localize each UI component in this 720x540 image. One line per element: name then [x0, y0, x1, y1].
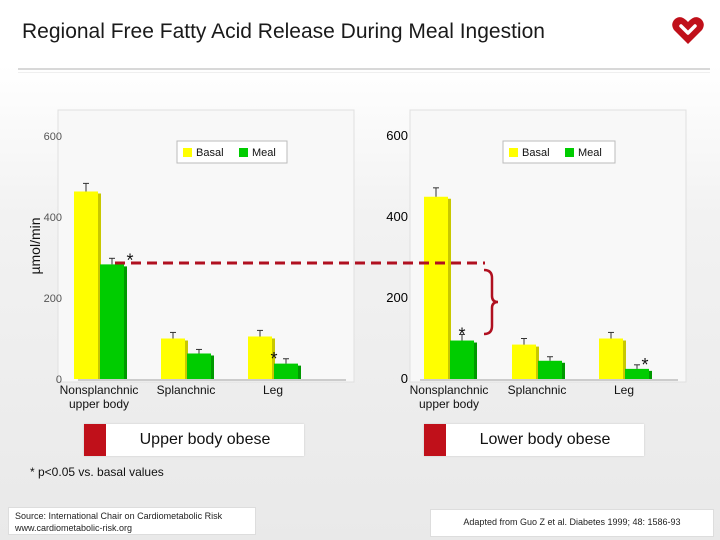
y-axis-label: µmol/min	[27, 217, 43, 274]
legend-box	[176, 140, 288, 164]
upper-body-obese-label: Upper body obese	[84, 424, 304, 456]
upper-body-obese-text: Upper body obese	[139, 431, 271, 448]
chart-floor	[420, 379, 678, 381]
bar-meal	[187, 353, 211, 379]
legend-swatch-meal	[239, 148, 248, 157]
bar-meal-side	[298, 365, 301, 379]
citation-box: Adapted from Guo Z et al. Diabetes 1999;…	[430, 509, 714, 537]
significance-footnote: * p<0.05 vs. basal values	[30, 465, 164, 479]
category-label: Leg	[614, 383, 634, 397]
legend-box	[502, 140, 616, 164]
bar-meal	[538, 360, 562, 379]
bar-basal-side	[272, 338, 275, 379]
y-tick-label: 400	[386, 209, 408, 224]
y-tick-label: 600	[44, 131, 62, 143]
category-label: Splanchnic	[508, 383, 567, 397]
bar-meal	[625, 368, 649, 379]
bar-basal	[599, 338, 623, 379]
legend-label-meal: Meal	[578, 147, 602, 159]
legend-swatch-basal	[509, 148, 518, 157]
bar-basal-side	[185, 340, 188, 379]
y-tick-label: 400	[44, 212, 62, 224]
bar-meal-side	[474, 342, 477, 379]
legend-label-basal: Basal	[522, 147, 550, 159]
red-swatch	[84, 424, 106, 456]
significance-star: *	[641, 355, 648, 375]
bar-meal-side	[649, 370, 652, 379]
category-label: Nonsplanchnic	[410, 383, 489, 397]
source-box: Source: International Chair on Cardiomet…	[8, 507, 256, 535]
legend-swatch-meal	[565, 148, 574, 157]
y-tick-label: 600	[386, 128, 408, 143]
category-label: Nonsplanchnic	[60, 383, 139, 397]
bar-meal-side	[562, 362, 565, 379]
significance-star: *	[458, 324, 465, 344]
category-label: Leg	[263, 383, 283, 397]
y-tick-label: 0	[401, 371, 408, 386]
comparison-brace	[483, 268, 499, 336]
y-tick-label: 200	[44, 293, 62, 305]
bar-meal	[100, 264, 124, 379]
bar-basal-side	[448, 198, 451, 379]
y-tick-label: 0	[56, 374, 62, 386]
legend: Basal Meal	[176, 140, 288, 164]
slide-title: Regional Free Fatty Acid Release During …	[22, 20, 545, 43]
title-divider-shadow	[18, 72, 710, 73]
bar-basal	[74, 191, 98, 379]
bar-basal	[161, 338, 185, 379]
legend: Basal Meal	[502, 140, 616, 164]
category-label: upper body	[419, 397, 479, 411]
significance-star: *	[126, 250, 133, 270]
category-label: Splanchnic	[157, 383, 216, 397]
category-label: upper body	[69, 397, 129, 411]
lower-body-obese-label: Lower body obese	[424, 424, 644, 456]
source-url: www.cardiometabolic-risk.org	[15, 523, 133, 533]
bar-meal-side	[124, 266, 127, 379]
bar-basal	[248, 336, 272, 379]
lower-body-obese-text: Lower body obese	[479, 431, 611, 448]
bar-basal-side	[98, 193, 101, 379]
red-swatch	[424, 424, 446, 456]
bar-basal-side	[623, 340, 626, 379]
bar-meal-side	[211, 355, 214, 379]
bar-basal-side	[536, 346, 539, 379]
bar-meal	[274, 363, 298, 379]
bar-basal	[424, 196, 448, 379]
chart-floor	[78, 379, 346, 381]
legend-label-basal: Basal	[196, 147, 224, 159]
legend-swatch-basal	[183, 148, 192, 157]
legend-label-meal: Meal	[252, 147, 276, 159]
bar-meal	[450, 340, 474, 379]
bar-basal	[512, 344, 536, 379]
title-divider	[18, 68, 710, 70]
y-tick-label: 200	[386, 290, 408, 305]
significance-star: *	[270, 349, 277, 369]
source-text: Source: International Chair on Cardiomet…	[15, 511, 223, 521]
heart-logo-icon	[672, 17, 704, 44]
